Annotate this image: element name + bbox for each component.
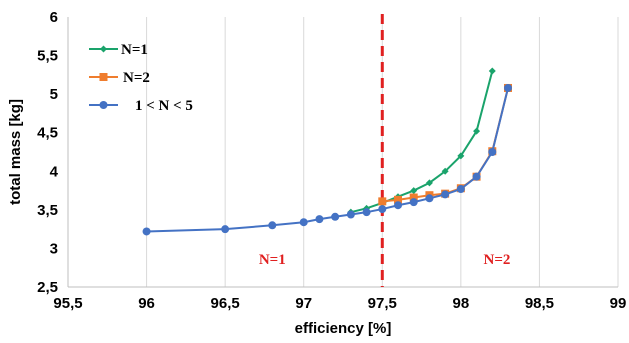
data-point [410, 187, 418, 195]
legend-marker [99, 73, 108, 81]
x-tick-label: 96,5 [211, 295, 240, 312]
series-line [146, 87, 509, 233]
data-point [315, 215, 324, 224]
x-tick-label: 96 [138, 295, 155, 312]
legend-marker [100, 45, 107, 53]
x-axis-title: efficiency [%] [295, 320, 392, 337]
series-line [382, 87, 509, 203]
data-point [409, 193, 418, 202]
data-point [457, 152, 465, 160]
legend-label: N=1 [121, 42, 148, 58]
x-tick-label: 98 [453, 295, 470, 312]
y-tick-label: 5,5 [37, 48, 58, 65]
y-axis-title: total mass [kg] [7, 99, 24, 205]
y-tick-label: 4 [50, 163, 59, 180]
data-point [472, 172, 481, 181]
x-tick-labels: 95,5 96 96,5 97 97,5 98 98,5 99 [53, 295, 626, 312]
data-point [378, 197, 387, 206]
y-tick-label: 5 [50, 86, 58, 103]
y-tick-label: 2,5 [37, 279, 58, 296]
series-1 [347, 67, 496, 216]
x-tick-label: 97,5 [368, 295, 397, 312]
data-point [488, 67, 496, 75]
region-label-right: N=2 [484, 252, 511, 268]
x-tick-label: 98,5 [525, 295, 554, 312]
data-point [409, 198, 418, 207]
legend: N=1 N=2 1 < N < 5 [89, 42, 193, 114]
data-point [394, 201, 402, 210]
data-point [331, 212, 340, 221]
data-point [473, 127, 481, 135]
data-point [425, 179, 433, 187]
series-3 [142, 83, 512, 236]
y-tick-label: 3,5 [37, 202, 58, 219]
data-point [346, 210, 355, 219]
x-tick-label: 97 [295, 295, 312, 312]
y-tick-labels: 2,5 3 3,5 4 4,5 5 5,5 6 [37, 9, 59, 296]
y-tick-label: 4,5 [37, 125, 58, 142]
legend-label: N=2 [123, 70, 150, 86]
data-point [299, 218, 308, 227]
data-point [425, 194, 434, 203]
data-point [142, 227, 151, 236]
legend-label: 1 < N < 5 [135, 98, 193, 114]
legend-marker [99, 101, 108, 109]
y-tick-label: 6 [50, 9, 58, 26]
series-2 [378, 83, 512, 206]
x-tick-label: 99 [610, 295, 627, 312]
data-point [362, 208, 371, 217]
data-point [441, 167, 449, 175]
y-tick-label: 3 [50, 240, 58, 257]
x-tick-label: 95,5 [53, 295, 82, 312]
series-line [350, 70, 494, 214]
data-point [221, 225, 230, 234]
data-point [268, 221, 277, 230]
data-point [378, 205, 387, 214]
series-group [142, 67, 512, 236]
region-label-left: N=1 [259, 252, 286, 268]
data-point [504, 83, 512, 92]
data-point [456, 185, 465, 194]
data-point [488, 148, 497, 156]
data-point [394, 195, 402, 204]
data-point [441, 190, 450, 199]
